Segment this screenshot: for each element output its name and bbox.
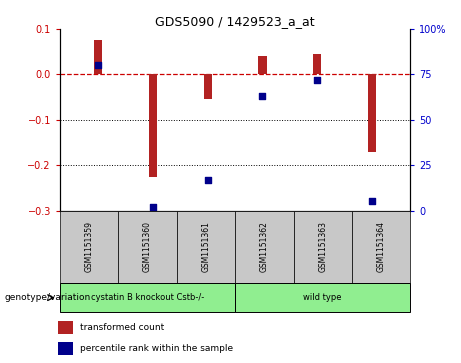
Bar <box>177 211 235 283</box>
Bar <box>58 342 73 355</box>
Bar <box>258 56 266 74</box>
Text: GSM1151362: GSM1151362 <box>260 221 269 272</box>
Bar <box>368 74 376 152</box>
Point <box>259 93 266 99</box>
Bar <box>294 211 352 283</box>
Text: wild type: wild type <box>303 293 342 302</box>
Point <box>368 199 376 204</box>
Text: GSM1151363: GSM1151363 <box>318 221 327 272</box>
Bar <box>313 54 321 74</box>
Text: cystatin B knockout Cstb-/-: cystatin B knockout Cstb-/- <box>91 293 204 302</box>
Title: GDS5090 / 1429523_a_at: GDS5090 / 1429523_a_at <box>155 15 315 28</box>
Text: GSM1151361: GSM1151361 <box>201 221 210 272</box>
Text: GSM1151364: GSM1151364 <box>377 221 385 272</box>
Bar <box>60 283 235 312</box>
Text: genotype/variation: genotype/variation <box>5 293 91 302</box>
Bar <box>60 211 118 283</box>
Text: transformed count: transformed count <box>80 323 165 332</box>
Text: percentile rank within the sample: percentile rank within the sample <box>80 344 233 353</box>
Text: GSM1151359: GSM1151359 <box>85 221 94 272</box>
Bar <box>118 211 177 283</box>
Bar <box>58 321 73 334</box>
Bar <box>352 211 410 283</box>
Point <box>95 62 102 68</box>
Text: GSM1151360: GSM1151360 <box>143 221 152 272</box>
Bar <box>235 283 410 312</box>
Bar <box>149 74 157 176</box>
Point <box>313 77 321 83</box>
Point <box>149 204 157 210</box>
Bar <box>235 211 294 283</box>
Point <box>204 177 212 183</box>
Bar <box>204 74 212 99</box>
Bar <box>94 40 102 74</box>
